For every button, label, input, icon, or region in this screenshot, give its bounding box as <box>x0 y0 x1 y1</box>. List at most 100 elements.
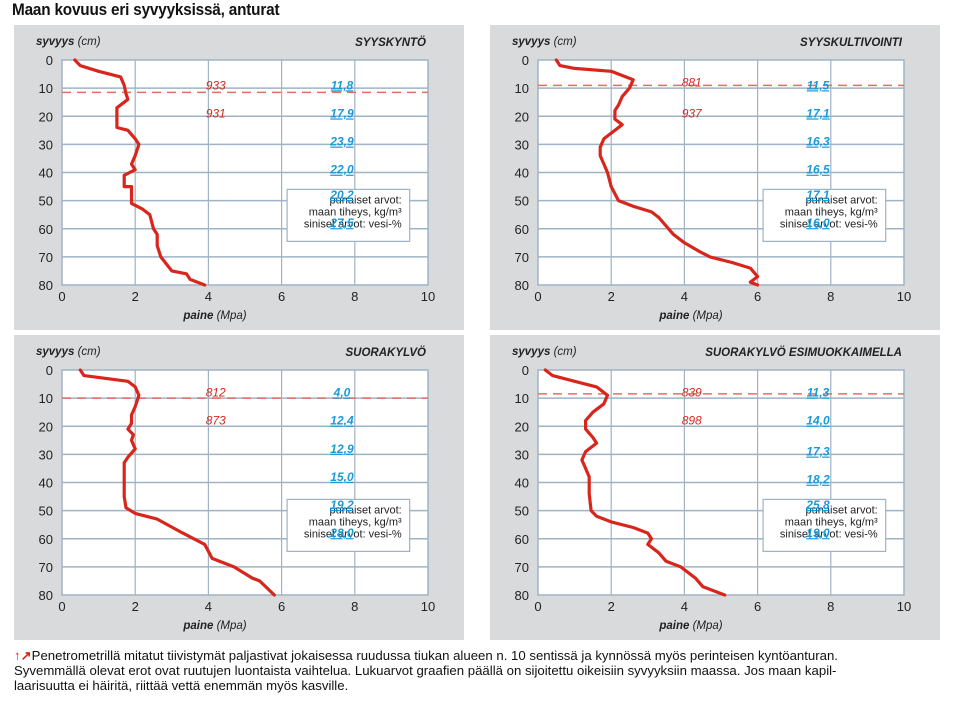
x-tick-label: 2 <box>608 599 615 614</box>
x-tick-label: 0 <box>58 289 65 304</box>
y-tick-label: 40 <box>39 166 53 181</box>
figure-caption: ↑↗Penetrometrillä mitatut tiivistymät pa… <box>14 648 944 693</box>
x-tick-label: 0 <box>534 289 541 304</box>
x-tick-label: 4 <box>681 599 688 614</box>
water-percent-value: 23,9 <box>329 135 354 149</box>
y-axis-title: syvyys (cm) <box>36 346 101 358</box>
red-arrows-icon: ↑↗ <box>14 648 32 663</box>
legend-box <box>286 498 411 552</box>
legend-box <box>762 188 887 242</box>
x-axis-title: paine (Mpa) <box>658 620 722 632</box>
y-tick-label: 80 <box>515 588 529 603</box>
x-tick-label: 8 <box>827 289 834 304</box>
caption-line-2: Syvemmällä olevat erot ovat ruutujen luo… <box>14 663 837 678</box>
y-tick-label: 0 <box>522 363 529 378</box>
x-tick-label: 2 <box>132 289 139 304</box>
density-value: 881 <box>682 76 702 90</box>
y-tick-label: 80 <box>39 588 53 603</box>
chart-suorakylvo-esimuokkaimella: 0 10 20 30 40 50 60 70 80 0 2 4 6 8 10 syvyys (cm) paine… <box>512 346 911 632</box>
caption-line-3: laarisuutta ei häiritä, riittää vettä en… <box>14 678 349 693</box>
y-tick-label: 30 <box>39 137 53 152</box>
y-tick-label: 40 <box>515 476 529 491</box>
water-percent-value: 11,8 <box>331 78 354 92</box>
density-value: 898 <box>682 414 702 428</box>
y-tick-label: 0 <box>46 53 53 68</box>
y-tick-label: 10 <box>515 391 529 406</box>
x-axis-title-bold: paine <box>182 620 214 632</box>
density-value: 839 <box>682 386 702 400</box>
water-percent-value: 20,2 <box>329 188 354 202</box>
x-tick-label: 2 <box>608 289 615 304</box>
figure-title: Maan kovuus eri syvyyksissä, anturat <box>12 0 280 19</box>
x-tick-label: 6 <box>754 599 761 614</box>
legend-line: siniset arvot: vesi-% <box>304 218 402 230</box>
water-percent-value: 12,9 <box>330 442 354 456</box>
legend-box <box>762 498 887 552</box>
x-axis-unit: (Mpa) <box>213 310 246 322</box>
y-tick-label: 70 <box>39 560 53 575</box>
density-value: 933 <box>206 78 226 92</box>
x-axis-title: paine (Mpa) <box>182 310 246 322</box>
y-tick-label: 20 <box>39 109 53 124</box>
y-tick-label: 70 <box>39 250 53 265</box>
chart-title: SUORAKYLVÖ <box>345 346 426 359</box>
water-percent-value: 17,1 <box>806 106 830 120</box>
x-tick-label: 2 <box>132 599 139 614</box>
legend-line: punaiset arvot: <box>806 194 878 206</box>
water-percent-value: 14,0 <box>806 414 830 428</box>
legend-line: maan tiheys, kg/m³ <box>309 516 402 528</box>
legend-line: siniset arvot: vesi-% <box>780 528 878 540</box>
density-value: 931 <box>206 106 226 120</box>
legend-line: maan tiheys, kg/m³ <box>785 516 878 528</box>
caption-line-1: ↑↗Penetrometrillä mitatut tiivistymät pa… <box>14 648 838 663</box>
legend-line: maan tiheys, kg/m³ <box>309 206 402 218</box>
x-axis-title: paine (Mpa) <box>182 620 246 632</box>
y-tick-label: 20 <box>39 419 53 434</box>
x-axis-title-bold: paine <box>658 310 690 322</box>
chart-title: SUORAKYLVÖ ESIMUOKKAIMELLA <box>705 346 902 359</box>
water-percent-value: 27,5 <box>329 216 354 230</box>
water-percent-value: 17,1 <box>806 188 830 202</box>
y-tick-label: 10 <box>515 81 529 96</box>
y-axis-title-bold: syvyys <box>512 346 550 358</box>
density-value: 937 <box>682 106 703 120</box>
x-tick-label: 4 <box>205 599 212 614</box>
x-axis-unit: (Mpa) <box>689 620 722 632</box>
chart-syyskynto: 0 10 20 30 40 50 60 70 80 0 2 4 6 8 10 syvyys (cm) paine… <box>36 36 435 322</box>
y-tick-label: 10 <box>39 81 53 96</box>
water-percent-value: 4,0 <box>333 386 351 400</box>
chart-panel-syyskynto: 0 10 20 30 40 50 60 70 80 0 2 4 6 8 10 syvyys (cm) paine… <box>14 25 464 330</box>
x-tick-label: 0 <box>534 599 541 614</box>
x-tick-label: 6 <box>278 599 285 614</box>
water-percent-value: 17,9 <box>330 106 354 120</box>
density-value: 873 <box>206 414 226 428</box>
x-tick-label: 8 <box>351 599 358 614</box>
y-tick-label: 40 <box>39 476 53 491</box>
x-tick-label: 6 <box>754 289 761 304</box>
chart-panel-syyskultivointi: 0 10 20 30 40 50 60 70 80 0 2 4 6 8 10 syvyys (cm) paine… <box>490 25 940 330</box>
legend-line: punaiset arvot: <box>806 504 878 516</box>
water-percent-value: 11,3 <box>807 386 830 400</box>
y-axis-unit: (cm) <box>550 36 576 48</box>
y-tick-label: 50 <box>515 504 529 519</box>
y-tick-label: 10 <box>39 391 53 406</box>
pressure-curve <box>554 58 760 287</box>
y-tick-label: 30 <box>515 447 529 462</box>
legend-line: siniset arvot: vesi-% <box>304 528 402 540</box>
chart-suorakylvo: 0 10 20 30 40 50 60 70 80 0 2 4 6 8 10 syvyys (cm) paine… <box>36 346 435 632</box>
y-axis-title: syvyys (cm) <box>512 346 577 358</box>
y-tick-label: 70 <box>515 250 529 265</box>
y-axis-unit: (cm) <box>74 36 100 48</box>
water-percent-value: 28,0 <box>329 526 354 540</box>
y-axis-title: syvyys (cm) <box>512 36 577 48</box>
x-axis-unit: (Mpa) <box>689 310 722 322</box>
y-tick-label: 60 <box>515 532 529 547</box>
chart-title: SYYSKYNTÖ <box>355 36 426 49</box>
chart-panel-suorakylvo: 0 10 20 30 40 50 60 70 80 0 2 4 6 8 10 syvyys (cm) paine… <box>14 335 464 640</box>
legend-box <box>286 188 411 242</box>
water-percent-value: 19,2 <box>330 498 354 512</box>
x-tick-label: 0 <box>58 599 65 614</box>
x-tick-label: 8 <box>351 289 358 304</box>
x-axis-title-bold: paine <box>182 310 214 322</box>
x-tick-label: 10 <box>421 289 435 304</box>
